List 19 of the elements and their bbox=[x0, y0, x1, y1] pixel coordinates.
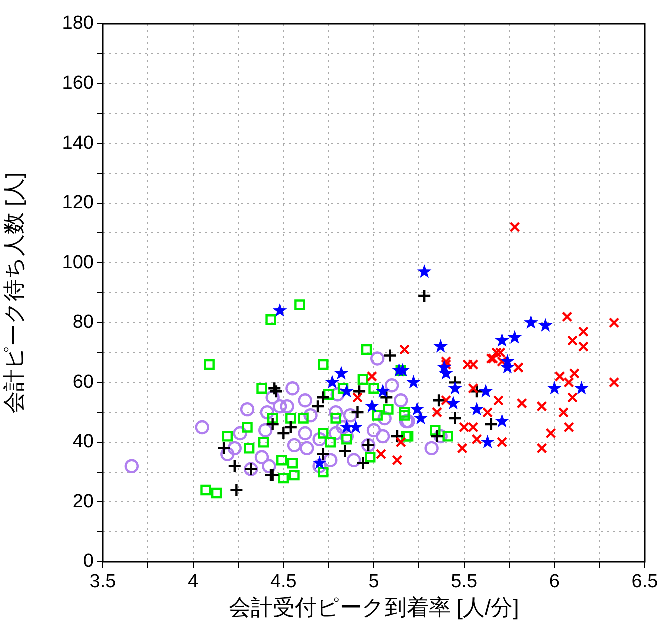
x-tick-label: 4.5 bbox=[270, 572, 297, 593]
x-tick-label: 6 bbox=[549, 572, 560, 593]
y-tick-label: 20 bbox=[72, 491, 94, 512]
y-tick-label: 60 bbox=[72, 372, 94, 393]
x-tick-label: 5 bbox=[368, 572, 380, 593]
y-tick-label: 180 bbox=[62, 13, 94, 34]
y-tick-label: 160 bbox=[62, 73, 94, 94]
x-axis-title: 会計受付ピーク到着率 [人/分] bbox=[228, 594, 520, 620]
y-tick-label: 140 bbox=[62, 132, 94, 154]
x-tick-label: 5.5 bbox=[451, 572, 478, 593]
x-tick-label: 6.5 bbox=[632, 572, 658, 593]
y-tick-label: 80 bbox=[72, 312, 94, 334]
x-tick-label: 3.5 bbox=[90, 572, 116, 593]
y-tick-label: 40 bbox=[72, 432, 94, 453]
y-tick-label: 120 bbox=[62, 192, 94, 214]
y-tick-label: 100 bbox=[62, 252, 94, 274]
y-axis-title: 会計ピーク待ち人数 [人] bbox=[1, 172, 26, 414]
x-tick-label: 4 bbox=[188, 572, 200, 593]
y-tick-label: 0 bbox=[83, 551, 94, 572]
